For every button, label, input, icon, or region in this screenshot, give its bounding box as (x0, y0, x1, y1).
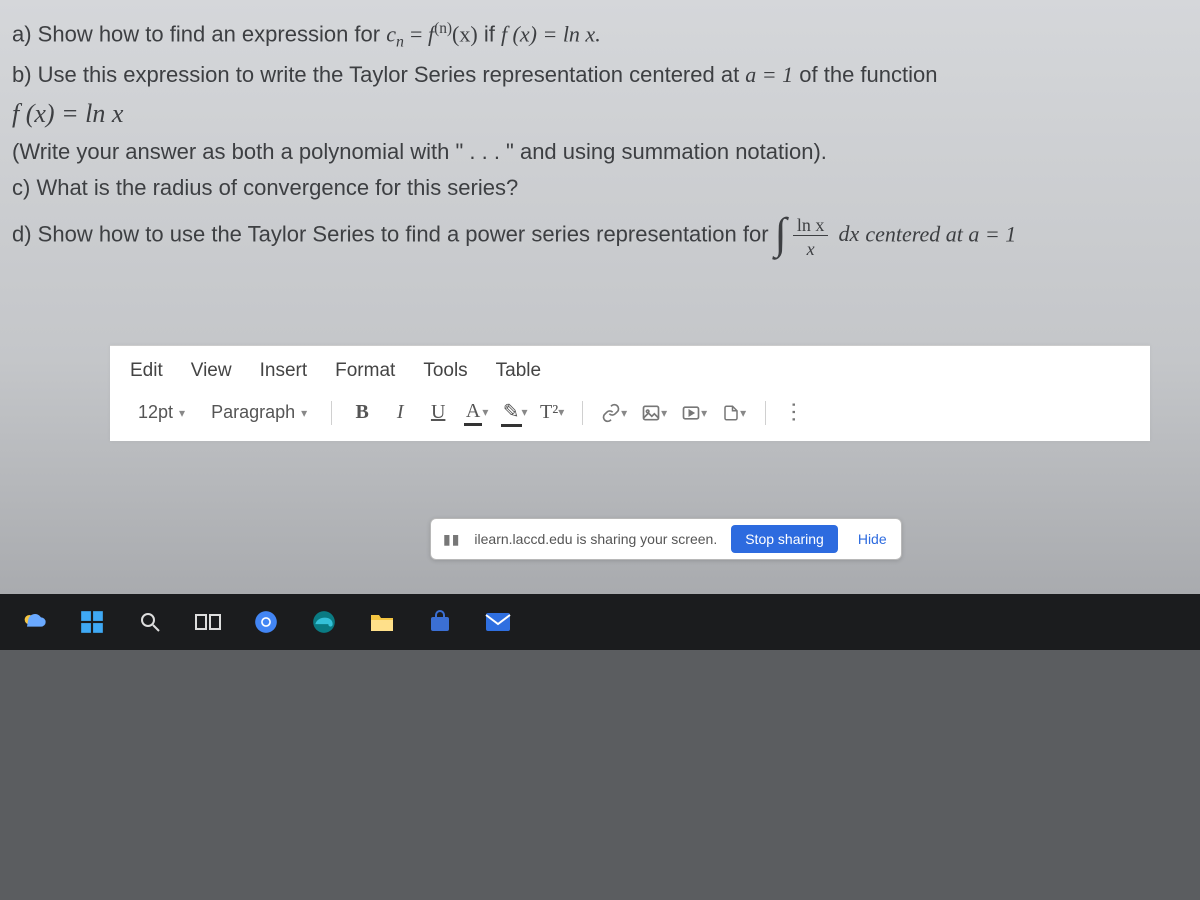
part-a-text: a) Show how to find an expression for (12, 21, 386, 46)
chevron-down-icon: ▾ (482, 405, 488, 420)
more-options-button[interactable]: ⋯ (781, 401, 807, 425)
toolbar-divider (582, 401, 583, 425)
menu-table[interactable]: Table (496, 360, 541, 382)
underline-button[interactable]: U (424, 399, 452, 427)
dx: dx (839, 221, 860, 246)
mail-icon[interactable] (480, 604, 516, 640)
editor-toolbar: 12pt ▾ Paragraph ▾ B I U A ▾ ✎ ▾ T² ▾ (110, 392, 1150, 441)
fx-line: f (x) = ln x (12, 95, 1180, 133)
question-text: a) Show how to find an expression for cn… (0, 0, 1200, 283)
chevron-down-icon: ▾ (661, 406, 667, 420)
part-a: a) Show how to find an expression for cn… (12, 18, 1180, 55)
part-d: d) Show how to use the Taylor Series to … (12, 212, 1180, 259)
integral-sign: ∫ (775, 216, 787, 251)
integrand-fraction: ln x x (793, 212, 829, 259)
image-button[interactable]: ▾ (639, 400, 669, 426)
rich-text-editor[interactable]: Edit View Insert Format Tools Table 12pt… (110, 345, 1150, 441)
windows-taskbar (0, 594, 1200, 650)
bold-button[interactable]: B (348, 399, 376, 427)
menu-view[interactable]: View (191, 360, 232, 382)
fx-lnx: f (x) = ln x. (501, 21, 601, 46)
frac-num: ln x (797, 215, 825, 235)
part-c-text: c) What is the radius of convergence for… (12, 175, 518, 200)
stop-sharing-button[interactable]: Stop sharing (731, 525, 838, 553)
part-c: c) What is the radius of convergence for… (12, 172, 1180, 204)
italic-button[interactable]: I (386, 399, 414, 427)
desk-surface (0, 650, 1200, 900)
media-button[interactable]: ▾ (679, 400, 709, 426)
f-x: (x) (452, 21, 478, 46)
paragraph-value: Paragraph (211, 402, 295, 423)
menu-format[interactable]: Format (335, 360, 395, 382)
search-icon[interactable] (132, 604, 168, 640)
menu-edit[interactable]: Edit (130, 360, 163, 382)
font-size-select[interactable]: 12pt ▾ (130, 398, 193, 427)
chevron-down-icon: ▾ (740, 406, 746, 420)
frac-den: x (807, 239, 815, 259)
menu-insert[interactable]: Insert (260, 360, 308, 382)
store-icon[interactable] (422, 604, 458, 640)
chevron-down-icon: ▾ (621, 406, 627, 420)
editor-menubar: Edit View Insert Format Tools Table (110, 346, 1150, 392)
f-n: (n) (434, 20, 452, 37)
document-button[interactable]: ▾ (719, 400, 749, 426)
part-b-text: b) Use this expression to write the Tayl… (12, 62, 745, 87)
file-explorer-icon[interactable] (364, 604, 400, 640)
chevron-down-icon: ▾ (301, 406, 307, 420)
cn-c: c (386, 21, 396, 46)
highlight-button[interactable]: ✎ ▾ (500, 399, 528, 427)
part-b-suffix: of the function (799, 62, 937, 87)
chevron-down-icon: ▾ (558, 405, 564, 420)
chrome-icon[interactable] (248, 604, 284, 640)
superscript-glyph: T² (540, 401, 558, 424)
chevron-down-icon: ▾ (522, 405, 528, 420)
link-button[interactable]: ▾ (599, 400, 629, 426)
a-eq-1: a = 1 (745, 62, 793, 87)
write-text: (Write your answer as both a polynomial … (12, 139, 827, 164)
task-view-icon[interactable] (190, 604, 226, 640)
toolbar-divider (765, 401, 766, 425)
font-size-value: 12pt (138, 402, 173, 423)
screen-sharing-bar: ▮▮ ilearn.laccd.edu is sharing your scre… (430, 518, 902, 560)
menu-tools[interactable]: Tools (423, 360, 467, 382)
highlight-glyph: ✎ (501, 399, 522, 427)
toolbar-divider (331, 401, 332, 425)
eq-sign: = (410, 21, 428, 46)
start-icon[interactable] (74, 604, 110, 640)
edge-icon[interactable] (306, 604, 342, 640)
chevron-down-icon: ▾ (701, 406, 707, 420)
sharing-message: ilearn.laccd.edu is sharing your screen. (474, 531, 717, 547)
text-color-button[interactable]: A ▾ (462, 399, 490, 427)
text-color-glyph: A (464, 400, 482, 426)
part-b: b) Use this expression to write the Tayl… (12, 59, 1180, 91)
if-text: if (484, 21, 501, 46)
part-d-suffix: centered at a = 1 (865, 221, 1016, 246)
chevron-down-icon: ▾ (179, 406, 185, 420)
pause-icon[interactable]: ▮▮ (443, 531, 460, 548)
fx-def: f (x) = ln x (12, 99, 123, 128)
paragraph-style-select[interactable]: Paragraph ▾ (203, 398, 315, 427)
write-instruction: (Write your answer as both a polynomial … (12, 136, 1180, 168)
weather-icon[interactable] (16, 604, 52, 640)
part-d-text: d) Show how to use the Taylor Series to … (12, 221, 775, 246)
hide-sharing-button[interactable]: Hide (852, 531, 893, 547)
superscript-button[interactable]: T² ▾ (538, 399, 566, 427)
screen-root: a) Show how to find an expression for cn… (0, 0, 1200, 900)
cn-n: n (396, 34, 404, 51)
